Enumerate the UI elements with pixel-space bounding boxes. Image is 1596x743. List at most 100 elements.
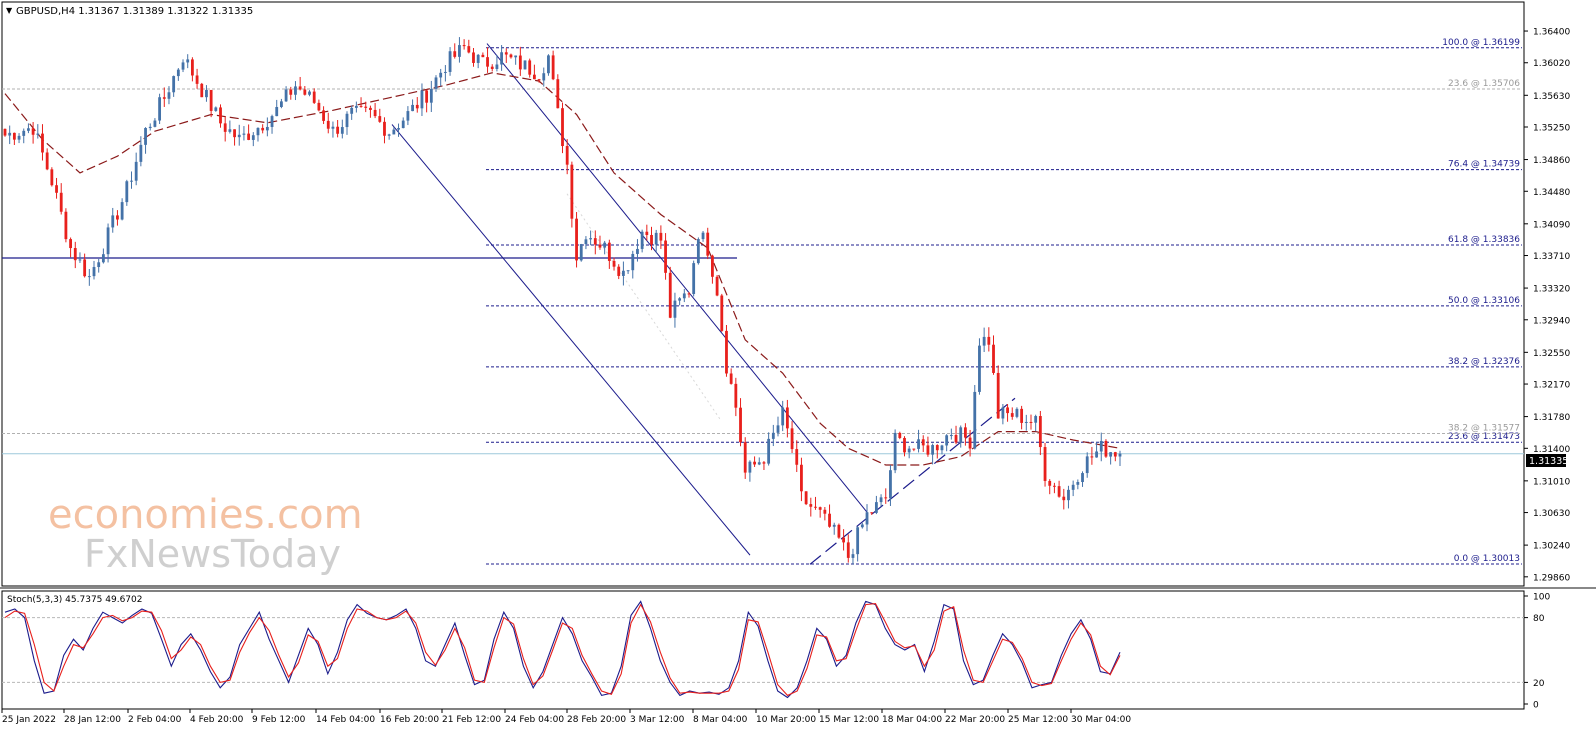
time-tick-label: 18 Mar 04:00: [882, 715, 942, 725]
time-tick-label: 28 Jan 12:00: [64, 715, 121, 725]
fib-level-label: 38.2 @ 1.32376: [1448, 357, 1520, 367]
candle-body: [907, 448, 911, 453]
candle-body: [195, 75, 199, 84]
fib-level-label: 100.0 @ 1.36199: [1442, 38, 1520, 48]
candle-body: [978, 345, 981, 392]
candle-body: [308, 91, 311, 95]
candle-body: [659, 232, 663, 241]
time-tick-label: 14 Feb 04:00: [316, 715, 375, 725]
candle-body: [17, 135, 21, 140]
candle-body: [607, 242, 611, 261]
candle-body: [729, 373, 733, 384]
candle-body: [725, 330, 728, 374]
candle-body: [55, 185, 58, 193]
price-tick-label: 1.29860: [1533, 573, 1570, 583]
price-tick-label: 1.34860: [1533, 156, 1570, 166]
candle-body: [781, 407, 785, 426]
candle-body: [842, 537, 845, 543]
candle-body: [570, 164, 574, 219]
candlesticks: [3, 37, 1122, 565]
candle-body: [532, 74, 536, 80]
rising-trend-line[interactable]: [809, 397, 1016, 565]
candle-body: [504, 52, 508, 55]
candle-body: [317, 102, 321, 111]
candle-body: [996, 372, 1000, 419]
candle-body: [125, 181, 129, 203]
moving-average: [4, 72, 1121, 466]
candle-body: [692, 263, 696, 295]
candle-body: [233, 129, 236, 138]
price-tick-label: 1.32940: [1533, 316, 1570, 326]
candle-body: [814, 506, 817, 508]
candle-body: [326, 120, 330, 129]
fib-level-label: 23.6 @ 1.31473: [1448, 432, 1520, 442]
candle-body: [603, 242, 607, 248]
candle-body: [879, 497, 883, 503]
fibonacci-retracement[interactable]: 100.0 @ 1.36199 76.4 @ 1.34739 61.8 @ 1.33…: [2, 38, 1524, 565]
candle-body: [598, 244, 602, 248]
time-tick-label: 15 Mar 12:00: [819, 715, 879, 725]
candle-body: [186, 59, 190, 63]
candle-body: [926, 445, 930, 455]
candle-body: [1048, 480, 1052, 486]
candle-body: [303, 89, 307, 95]
candle-body: [162, 97, 166, 99]
candle-body: [1029, 421, 1033, 423]
candle-body: [673, 300, 677, 318]
candle-body: [917, 439, 920, 449]
candle-body: [116, 215, 119, 220]
candle-body: [1001, 407, 1005, 419]
stoch-tick-label: 0: [1533, 701, 1539, 711]
fib-level-label: 0.0 @ 1.30013: [1454, 554, 1520, 564]
candle-body: [350, 107, 354, 114]
candle-body: [111, 215, 115, 228]
candle-body: [130, 180, 133, 182]
candle-body: [711, 255, 714, 277]
time-tick-label: 22 Mar 20:00: [945, 715, 1005, 725]
candle-body: [968, 437, 972, 449]
candle-body: [654, 232, 658, 245]
candle-body: [1095, 451, 1098, 458]
candle-body: [1057, 486, 1061, 497]
candle-body: [467, 46, 471, 53]
candle-body: [3, 128, 7, 136]
candle-body: [846, 542, 850, 558]
candle-body: [837, 524, 841, 538]
candle-body: [275, 106, 279, 117]
candle-body: [64, 211, 68, 240]
candle-body: [476, 54, 480, 63]
candle-body: [856, 527, 860, 555]
time-axis[interactable]: 25 Jan 2022 28 Jan 12:00 2 Feb 04:00 4 Feb …: [1, 709, 1131, 725]
price-axis[interactable]: 1.36400 1.36020 1.35630 1.35250 1.34860 1.344…: [1524, 28, 1570, 584]
candle-body: [631, 253, 635, 271]
candle-body: [771, 432, 775, 439]
price-tick-label: 1.31010: [1533, 477, 1570, 487]
candle-body: [1062, 496, 1066, 501]
candle-body: [1067, 489, 1070, 501]
candle-body: [893, 432, 897, 471]
candle-body: [158, 97, 162, 121]
candle-body: [387, 134, 391, 136]
candle-body: [439, 72, 443, 78]
symbol-menu-icon[interactable]: ▼: [6, 6, 13, 15]
candle-body: [884, 497, 888, 499]
candle-body: [823, 509, 827, 514]
candle-body: [27, 128, 30, 131]
candle-body: [214, 107, 218, 111]
time-tick-label: 4 Feb 20:00: [190, 715, 244, 725]
candle-body: [1099, 440, 1103, 452]
channel-lower-line[interactable]: [391, 124, 751, 556]
candle-body: [73, 248, 77, 261]
guide-line: [566, 193, 721, 420]
candle-body: [785, 407, 789, 429]
candle-body: [176, 69, 180, 77]
price-tick-label: 1.35630: [1533, 92, 1570, 102]
candle-body: [870, 512, 874, 514]
stoch-tick-label: 100: [1533, 593, 1550, 603]
candle-body: [354, 105, 358, 108]
channel-upper-line[interactable]: [486, 43, 869, 514]
candle-body: [804, 491, 808, 505]
candle-body: [898, 432, 902, 438]
price-tick-label: 1.34090: [1533, 220, 1570, 230]
